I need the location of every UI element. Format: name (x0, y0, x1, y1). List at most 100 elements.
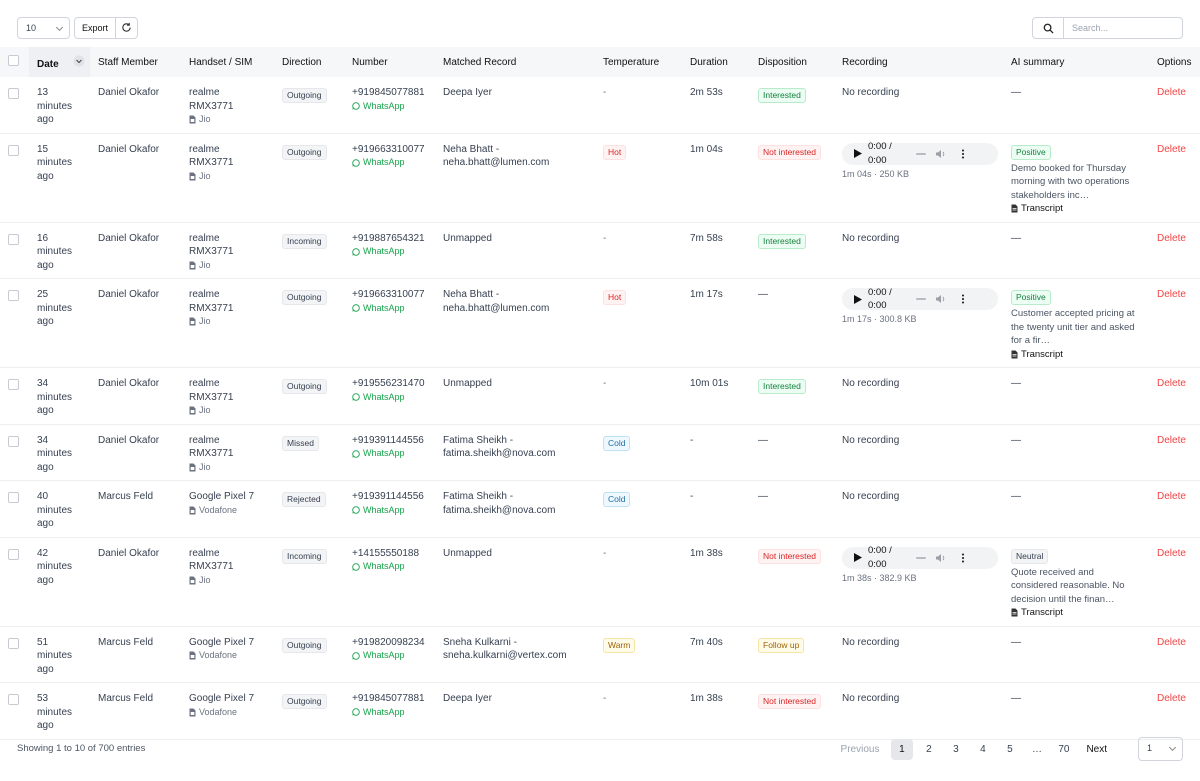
icon (189, 506, 196, 515)
row-checkbox[interactable] (8, 548, 19, 560)
direction-badge: Incoming (282, 233, 327, 249)
delete-button[interactable]: Delete (1157, 232, 1186, 244)
matched-cell: Neha Bhatt - neha.bhatt@lumen.com (435, 133, 595, 223)
page-button[interactable]: 2 (926, 743, 932, 755)
whatsapp-link[interactable]: WhatsApp (352, 504, 427, 518)
whatsapp-link[interactable]: WhatsApp (352, 649, 427, 663)
delete-button[interactable]: Delete (1157, 636, 1186, 648)
direction-badge: Outgoing (282, 637, 327, 653)
date: 16 minutes ago (37, 232, 73, 271)
row-checkbox[interactable] (8, 233, 19, 245)
column-header[interactable]: Recording (834, 47, 1003, 77)
direction-cell: Outgoing (274, 682, 344, 740)
refresh-button[interactable] (115, 18, 137, 38)
whatsapp-link[interactable]: WhatsApp (352, 560, 427, 574)
column-title: Options (1157, 56, 1192, 68)
previous-button[interactable]: Previous (840, 743, 880, 755)
staff-cell: Daniel Okafor (90, 537, 181, 627)
channel: WhatsApp (363, 650, 405, 660)
temperature: Hot (603, 290, 627, 305)
matched-record: Unmapped (443, 378, 492, 389)
whatsapp-link[interactable]: WhatsApp (352, 245, 427, 259)
delete-button[interactable]: Delete (1157, 289, 1186, 300)
row-checkbox[interactable] (8, 637, 19, 649)
entries-info: Showing 1 to 10 of 700 entries (17, 743, 146, 754)
whatsapp-link[interactable]: WhatsApp (352, 447, 427, 461)
select-all[interactable] (0, 47, 29, 77)
summary-empty: — (1011, 87, 1021, 98)
delete-button[interactable]: Delete (1157, 547, 1186, 559)
whatsapp-link[interactable]: WhatsApp (352, 302, 427, 316)
row-checkbox[interactable] (8, 379, 19, 390)
page-button[interactable]: 5 (1007, 743, 1013, 755)
date-cell: 51 minutes ago (29, 626, 90, 683)
column-header[interactable]: Disposition (750, 47, 834, 77)
column-title: Duration (690, 56, 728, 68)
temperature: Hot (603, 144, 627, 160)
options-cell: Delete (1149, 537, 1200, 627)
page-size-select[interactable]: 10 (17, 17, 70, 39)
row-checkbox[interactable] (8, 88, 19, 99)
whatsapp-link[interactable]: WhatsApp (352, 391, 427, 405)
summary-cell: — (1003, 626, 1149, 683)
delete-button[interactable]: Delete (1157, 87, 1186, 98)
temperature-cell: - (595, 537, 682, 627)
recording-cell: No recording (834, 367, 1003, 425)
row-checkbox[interactable] (8, 144, 19, 156)
page-button[interactable]: 3 (953, 743, 959, 755)
sim-name: Jio (199, 114, 211, 124)
direction-cell: Outgoing (274, 367, 344, 425)
transcript-link[interactable]: Transcript (1011, 606, 1141, 620)
column-header[interactable]: Staff Member (90, 47, 181, 77)
delete-button[interactable]: Delete (1157, 143, 1186, 155)
audio-player[interactable]: 0:00 / 0:00 (842, 141, 998, 166)
temperature-cell: - (595, 682, 682, 740)
delete-button[interactable]: Delete (1157, 378, 1186, 389)
temperature-cell: Hot (595, 278, 682, 368)
search-box[interactable]: Search... (1032, 17, 1183, 39)
whatsapp-link[interactable]: WhatsApp (352, 706, 427, 720)
refresh-icon (122, 22, 131, 32)
row-checkbox[interactable] (8, 492, 19, 503)
handset: Google Pixel 7 (189, 491, 255, 502)
column-header[interactable]: Handset / SIM (181, 47, 274, 77)
audio-player[interactable]: 0:00 / 0:00 (842, 287, 998, 311)
next-button[interactable]: Next (1086, 743, 1107, 755)
delete-button[interactable]: Delete (1157, 434, 1186, 446)
options-cell: Delete (1149, 278, 1200, 368)
column-header[interactable]: Duration (682, 47, 750, 77)
icon (59, 55, 85, 67)
page-button[interactable]: 4 (980, 743, 986, 755)
recording-cell: No recording (834, 480, 1003, 538)
page-button[interactable]: 70 (1058, 743, 1070, 755)
transcript-link[interactable]: Transcript (1011, 348, 1141, 362)
whatsapp-link[interactable]: WhatsApp (352, 100, 427, 114)
phone-number: +14155550188 (352, 547, 420, 559)
row-checkbox[interactable] (8, 435, 19, 447)
sim: Jio (189, 170, 266, 184)
row-checkbox[interactable] (8, 694, 19, 705)
page-button[interactable]: … (1031, 743, 1042, 755)
column-header[interactable]: Direction (274, 47, 344, 77)
duration: 7m 40s (690, 636, 723, 648)
column-header[interactable]: AI summary (1003, 47, 1149, 77)
options-cell: Delete (1149, 424, 1200, 481)
whatsapp-link[interactable]: WhatsApp (352, 156, 427, 170)
column-header[interactable]: Matched Record (435, 47, 595, 77)
page-button[interactable]: 1 (890, 738, 913, 760)
options-cell: Delete (1149, 682, 1200, 740)
row-checkbox[interactable] (8, 290, 19, 301)
recording-cell: 0:00 / 0:00 1m 04s · 250 KB (834, 133, 1003, 223)
column-header[interactable]: Date (29, 47, 90, 77)
transcript-link[interactable]: Transcript (1011, 202, 1141, 216)
transcript-label: Transcript (1021, 203, 1063, 214)
summary-text: Demo booked for Thursday morning with tw… (1011, 162, 1130, 201)
delete-button[interactable]: Delete (1157, 693, 1186, 704)
page-select[interactable]: 1 (1138, 737, 1183, 761)
delete-button[interactable]: Delete (1157, 491, 1186, 502)
column-header[interactable]: Temperature (595, 47, 682, 77)
export-button[interactable]: Export (82, 23, 109, 33)
column-header[interactable]: Number (344, 47, 435, 77)
no-recording: No recording (842, 693, 900, 704)
audio-player[interactable]: 0:00 / 0:00 (842, 545, 998, 570)
